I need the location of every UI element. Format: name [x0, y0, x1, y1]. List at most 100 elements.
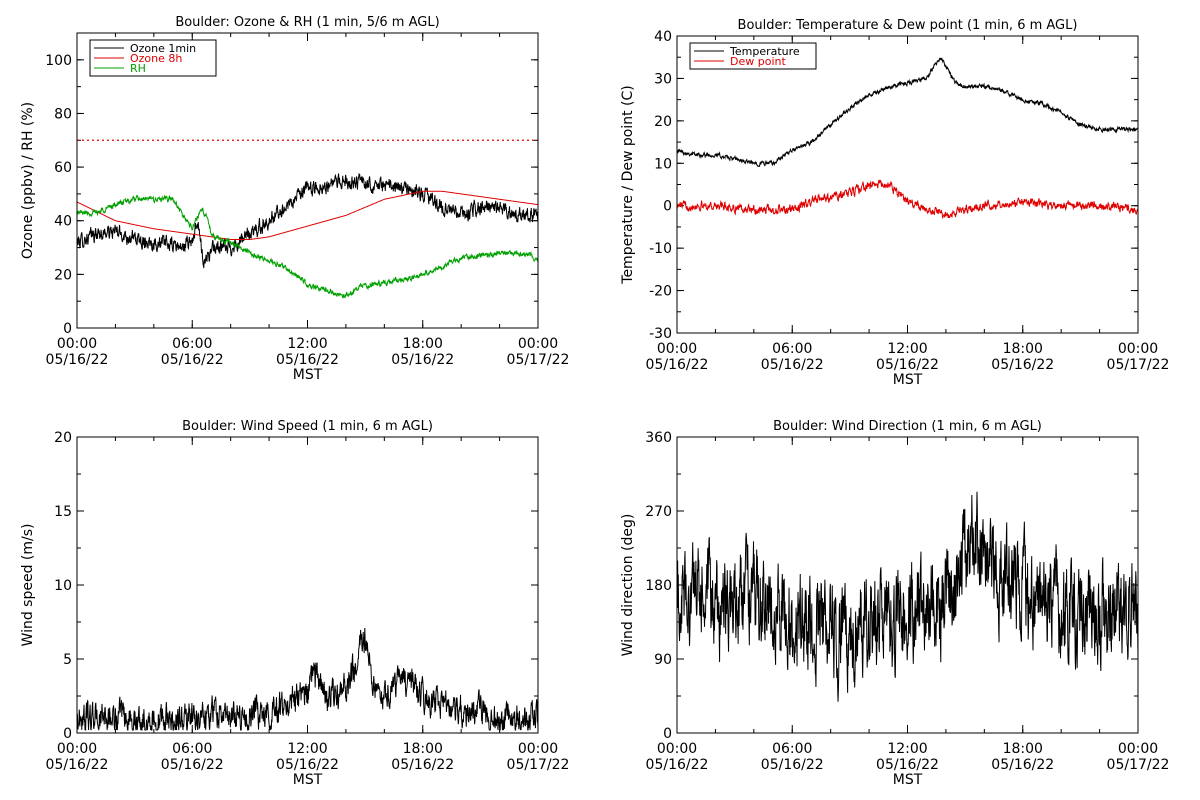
x-tick-time: 12:00: [887, 341, 927, 357]
x-tick-date: 05/16/22: [46, 352, 109, 368]
y-axis-label: Wind speed (m/s): [20, 524, 36, 647]
plot-area: [677, 57, 1138, 220]
chart-title: Boulder: Wind Speed (1 min, 6 m AGL): [182, 419, 433, 434]
y-tick-label: 0: [63, 321, 72, 337]
legend-label: Dew point: [730, 55, 786, 68]
y-tick-label: 5: [63, 652, 72, 668]
x-tick-date: 05/17/22: [507, 757, 570, 773]
plot-area: [77, 139, 538, 300]
chart-title: Boulder: Ozone & RH (1 min, 5/6 m AGL): [175, 15, 439, 30]
x-axis-label: MST: [893, 772, 923, 788]
x-tick-date: 05/16/22: [991, 757, 1054, 773]
y-tick-label: -30: [649, 326, 672, 342]
y-tick-label: 360: [645, 430, 672, 446]
x-tick-time: 06:00: [172, 741, 212, 757]
x-axis-label: MST: [293, 367, 323, 383]
y-tick-label: 10: [54, 578, 72, 594]
y-tick-label: 40: [54, 214, 72, 230]
x-tick-time: 18:00: [403, 336, 443, 352]
y-axis-label: Temperature / Dew point (C): [620, 85, 636, 284]
plot-area: [677, 491, 1138, 702]
y-tick-label: 0: [663, 199, 672, 215]
x-tick-time: 18:00: [403, 741, 443, 757]
chart-title: Boulder: Wind Direction (1 min, 6 m AGL): [773, 419, 1042, 434]
x-tick-time: 06:00: [772, 741, 812, 757]
x-tick-date: 05/16/22: [46, 757, 109, 773]
chart-3: Boulder: Wind Speed (1 min, 6 m AGL) 0 5 10…: [20, 419, 569, 788]
x-tick-date: 05/16/22: [761, 357, 824, 373]
series-line-1: [677, 491, 1138, 702]
x-tick-date: 05/16/22: [876, 757, 939, 773]
x-tick-time: 00:00: [57, 741, 97, 757]
x-tick-date: 05/16/22: [761, 757, 824, 773]
series-line-3: [77, 194, 538, 300]
series-line-1: [677, 57, 1138, 168]
y-axis-label: Wind direction (deg): [620, 514, 636, 657]
plot-frame: [676, 35, 1139, 334]
chart-2: Boulder: Temperature & Dew point (1 min,…: [620, 18, 1169, 388]
plot-frame: [676, 436, 1139, 734]
x-tick-date: 05/16/22: [276, 352, 339, 368]
plot-frame: [76, 436, 539, 734]
x-tick-date: 05/16/22: [646, 757, 709, 773]
chart-title: Boulder: Temperature & Dew point (1 min,…: [738, 18, 1078, 33]
y-tick-label: 0: [663, 726, 672, 742]
legend-label: Ozone 8h: [130, 52, 182, 65]
x-tick-time: 18:00: [1003, 741, 1043, 757]
series-line-2: [677, 179, 1138, 220]
x-axis-label: MST: [893, 372, 923, 388]
x-tick-date: 05/16/22: [876, 357, 939, 373]
x-tick-time: 00:00: [657, 341, 697, 357]
y-tick-label: 10: [654, 156, 672, 172]
x-tick-time: 00:00: [1118, 741, 1158, 757]
x-tick-date: 05/16/22: [161, 757, 224, 773]
y-tick-label: 80: [54, 106, 72, 122]
x-tick-time: 06:00: [772, 341, 812, 357]
y-tick-label: 60: [54, 160, 72, 176]
chart-1: Boulder: Ozone & RH (1 min, 5/6 m AGL) 0 2…: [20, 15, 569, 383]
x-tick-time: 00:00: [1118, 341, 1158, 357]
x-tick-date: 05/16/22: [991, 357, 1054, 373]
y-tick-label: 20: [654, 114, 672, 130]
x-tick-time: 00:00: [657, 741, 697, 757]
y-tick-label: 270: [645, 504, 672, 520]
y-tick-label: -20: [649, 284, 672, 300]
x-tick-time: 12:00: [887, 741, 927, 757]
x-tick-time: 06:00: [172, 336, 212, 352]
y-tick-label: 40: [654, 29, 672, 45]
y-tick-label: -10: [649, 241, 672, 257]
x-tick-date: 05/16/22: [646, 357, 709, 373]
x-tick-time: 12:00: [287, 336, 327, 352]
series-line-1: [77, 172, 538, 269]
legend-label: Ozone 1min: [130, 42, 196, 55]
x-tick-date: 05/16/22: [161, 352, 224, 368]
x-tick-date: 05/17/22: [507, 352, 570, 368]
x-tick-date: 05/16/22: [276, 757, 339, 773]
y-axis-label: Ozone (ppbv) / RH (%): [20, 102, 36, 259]
x-tick-date: 05/17/22: [1107, 357, 1170, 373]
x-tick-date: 05/17/22: [1107, 757, 1170, 773]
x-tick-time: 00:00: [518, 336, 558, 352]
series-line-1: [77, 628, 538, 731]
plot-frame: [76, 32, 539, 329]
legend-label: Temperature: [729, 45, 800, 58]
y-tick-label: 30: [654, 71, 672, 87]
y-tick-label: 20: [54, 267, 72, 283]
y-tick-label: 90: [654, 652, 672, 668]
y-tick-label: 15: [54, 504, 72, 520]
y-tick-label: 20: [54, 430, 72, 446]
x-tick-date: 05/16/22: [391, 757, 454, 773]
y-tick-label: 100: [45, 53, 72, 69]
legend-box: [689, 42, 817, 70]
x-tick-time: 00:00: [518, 741, 558, 757]
x-axis-label: MST: [293, 772, 323, 788]
x-tick-time: 18:00: [1003, 341, 1043, 357]
x-tick-date: 05/16/22: [391, 352, 454, 368]
x-tick-time: 00:00: [57, 336, 97, 352]
legend-label: RH: [130, 62, 146, 75]
y-tick-label: 0: [63, 726, 72, 742]
x-tick-time: 12:00: [287, 741, 327, 757]
series-line-2: [77, 190, 538, 240]
y-tick-label: 180: [645, 578, 672, 594]
